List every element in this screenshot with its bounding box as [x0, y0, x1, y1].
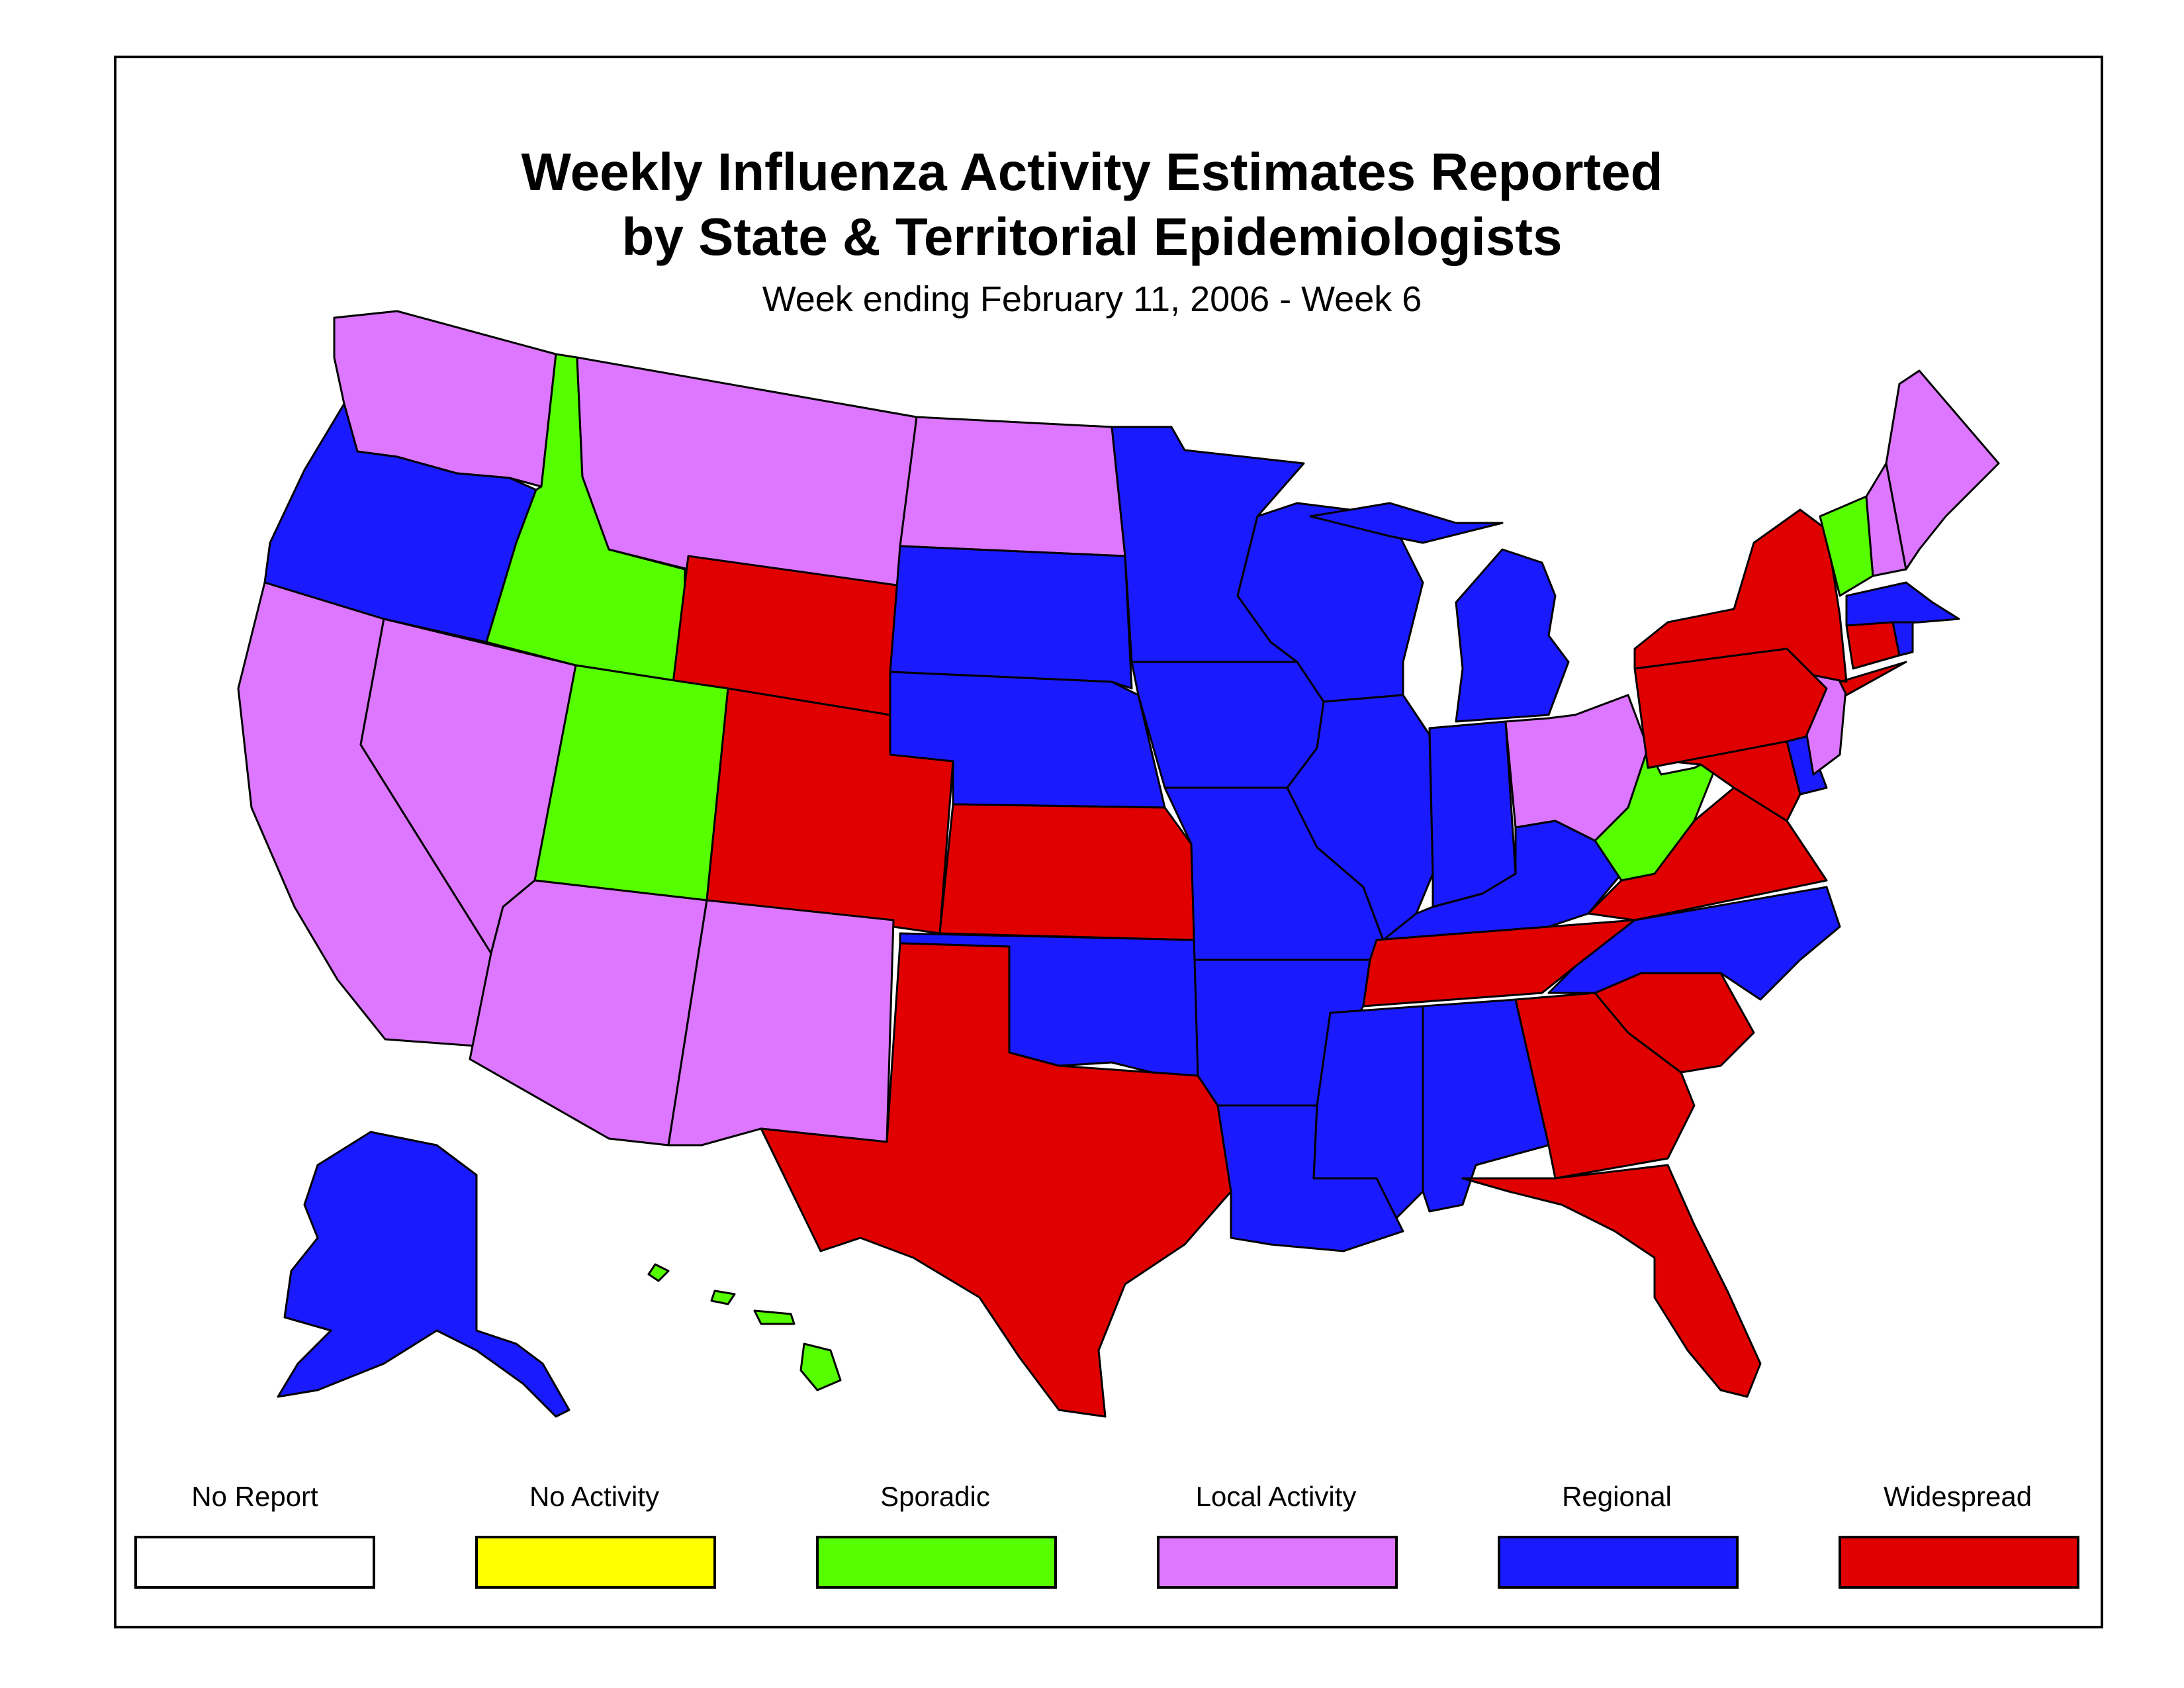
legend-label-local-activity: Local Activity [1195, 1481, 1357, 1512]
state-new-mexico[interactable] [667, 899, 895, 1147]
subtitle: Week ending February 11, 2006 - Week 6 [762, 279, 1422, 319]
legend-swatch-sporadic [816, 1536, 1057, 1589]
legend-label-sporadic: Sporadic [880, 1481, 990, 1512]
state-montana[interactable] [576, 356, 918, 587]
legend-label-widespread: Widespread [1883, 1481, 2032, 1512]
state-texas[interactable] [760, 942, 1232, 1418]
legend-swatch-local-activity [1157, 1536, 1398, 1589]
title-line-1: Weekly Influenza Activity Estimates Repo… [521, 142, 1663, 201]
state-maine[interactable] [1885, 369, 2000, 571]
state-michigan[interactable] [1309, 502, 1570, 723]
state-alaska[interactable] [277, 1131, 570, 1418]
title-line-2: by State & Territorial Epidemiologists [621, 207, 1563, 266]
legend-label-no-report: No Report [191, 1481, 318, 1512]
state-hawaii[interactable] [647, 1263, 842, 1391]
legend-swatch-no-report [134, 1536, 375, 1589]
state-kansas[interactable] [938, 803, 1196, 941]
state-north-dakota[interactable] [899, 416, 1126, 557]
state-massachusetts[interactable] [1845, 581, 1960, 627]
state-arizona[interactable] [469, 879, 708, 1147]
legend-swatch-no-activity [475, 1536, 716, 1589]
state-north-carolina[interactable] [1547, 886, 1841, 1001]
state-connecticut[interactable] [1845, 621, 1901, 670]
state-south-dakota[interactable] [889, 545, 1133, 690]
legend-swatch-widespread [1839, 1536, 2079, 1589]
legend-swatch-regional [1498, 1536, 1739, 1589]
state-wisconsin[interactable] [1236, 502, 1424, 703]
state-rhode-island[interactable] [1891, 621, 1914, 657]
legend-label-regional: Regional [1562, 1481, 1672, 1512]
map-frame [114, 56, 2103, 1628]
state-indiana[interactable] [1428, 720, 1517, 908]
state-florida[interactable] [1461, 1164, 1762, 1398]
legend-label-no-activity: No Activity [529, 1481, 660, 1512]
